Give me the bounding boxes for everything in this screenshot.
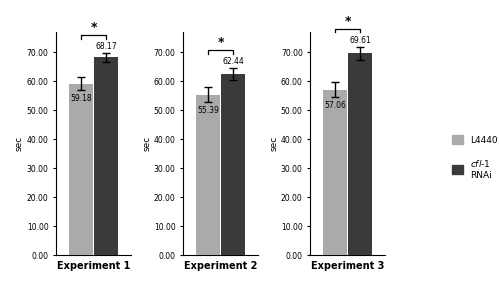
- Text: *: *: [218, 36, 224, 49]
- Text: 55.39: 55.39: [197, 106, 219, 115]
- Text: 57.06: 57.06: [324, 101, 346, 110]
- Bar: [94, 57, 118, 255]
- Y-axis label: sec: sec: [142, 136, 151, 151]
- Text: 68.17: 68.17: [96, 42, 117, 51]
- Text: 62.44: 62.44: [222, 57, 244, 66]
- X-axis label: Experiment 3: Experiment 3: [311, 261, 384, 271]
- X-axis label: Experiment 1: Experiment 1: [57, 261, 130, 271]
- Legend: L4440, $cfl$-$1$
RNAi: L4440, $cfl$-$1$ RNAi: [450, 132, 500, 182]
- Y-axis label: sec: sec: [15, 136, 24, 151]
- Bar: [69, 84, 93, 255]
- Bar: [323, 90, 347, 255]
- X-axis label: Experiment 2: Experiment 2: [184, 261, 258, 271]
- Bar: [196, 95, 220, 255]
- Y-axis label: sec: sec: [269, 136, 278, 151]
- Bar: [348, 53, 372, 255]
- Text: 69.61: 69.61: [350, 35, 371, 45]
- Text: *: *: [344, 15, 351, 28]
- Text: 59.18: 59.18: [70, 94, 92, 103]
- Text: *: *: [90, 21, 97, 34]
- Bar: [221, 74, 246, 255]
